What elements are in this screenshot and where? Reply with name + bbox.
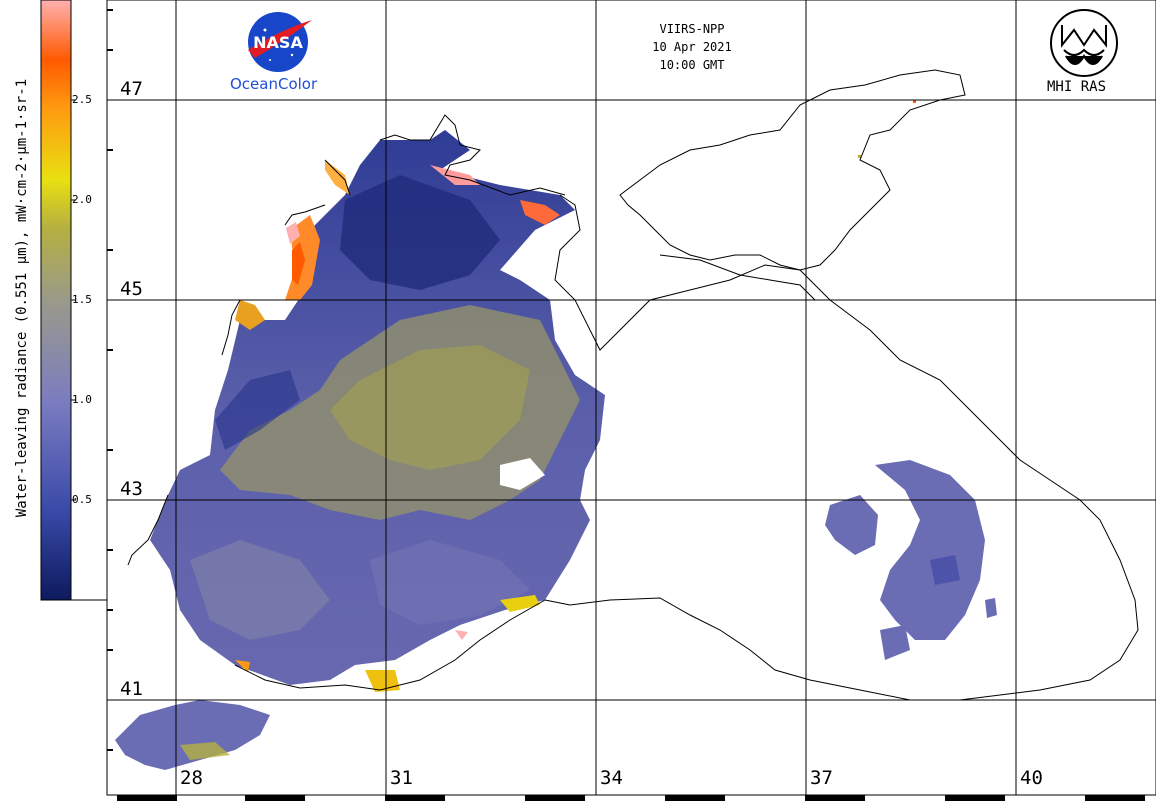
colorbar-tick-label: 2.5: [72, 93, 92, 106]
sea-data-west: [150, 130, 605, 685]
oceancolor-caption: OceanColor: [230, 75, 318, 93]
longitude-label: 40: [1018, 767, 1045, 789]
coastline-east: [544, 194, 1139, 701]
sensor-name: VIIRS-NPP: [659, 22, 725, 36]
latitude-label: 41: [118, 678, 145, 700]
colorbar-tick-label: 1.5: [72, 293, 92, 306]
colorbar: [40, 0, 72, 601]
longitude-label: 34: [598, 767, 625, 789]
longitude-label: 31: [388, 767, 415, 789]
latitude-label: 43: [118, 478, 145, 500]
coastline-azov: [619, 69, 966, 271]
longitude-label: 37: [808, 767, 835, 789]
colorbar-tick-label: 2.0: [72, 193, 92, 206]
bottom-scale-bar: [117, 795, 1145, 801]
sea-data-east: [825, 100, 997, 660]
longitude-label: 28: [178, 767, 205, 789]
left-axis-ticks: [107, 9, 113, 751]
graticule: [107, 0, 1156, 795]
colorbar-tick-label: 1.0: [72, 393, 92, 406]
colorbar-tick-label: 0.5: [72, 493, 92, 506]
satellite-info: VIIRS-NPP 10 Apr 2021 10:00 GMT: [622, 20, 762, 74]
latitude-label: 45: [118, 278, 145, 300]
mhi-ras-logo: [1050, 9, 1118, 77]
sea-data-marmara: [115, 700, 270, 770]
acquisition-time: 10:00 GMT: [659, 58, 725, 72]
mhi-ras-caption: MHI RAS: [1047, 79, 1107, 95]
nasa-wordmark: NASA: [253, 33, 303, 52]
coastline-west: [127, 114, 566, 566]
latitude-label: 47: [118, 78, 145, 100]
colorbar-title-text: Water-leaving radiance (0.551 µm), mW·cm…: [14, 78, 30, 518]
colorbar-tick-marks: [71, 99, 76, 501]
acquisition-date: 10 Apr 2021: [652, 40, 732, 54]
nasa-logo: NASA: [248, 12, 312, 72]
